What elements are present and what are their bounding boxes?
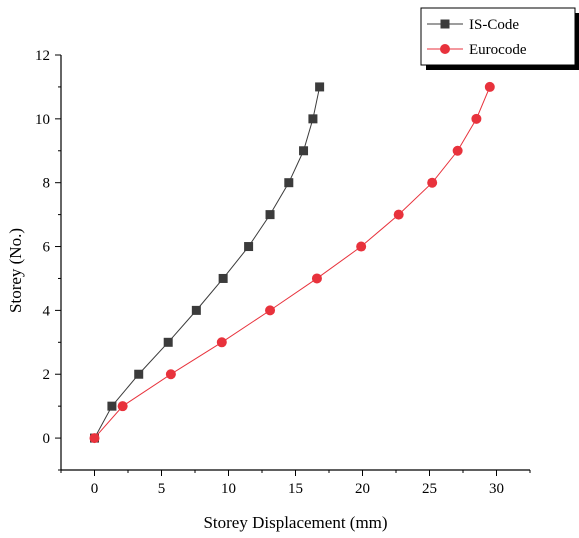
plot-axes: 0 5 10 15 20 25 30 0 2 4 6 8 10 12 [35,48,531,497]
x-tick-label: 10 [221,481,236,497]
x-tick-label: 15 [288,481,303,497]
legend-entry: IS-Code [427,17,519,33]
data-point [89,433,100,444]
x-tick-label: 30 [489,481,504,497]
data-point [134,369,144,379]
data-point [107,401,117,411]
data-point [284,178,294,188]
legend-entry: Eurocode [427,42,527,58]
data-point [299,146,309,156]
y-tick-label: 10 [35,112,50,128]
data-point [244,242,254,252]
data-point [163,337,173,347]
y-tick-label: 6 [43,240,51,256]
x-axis-title: Storey Displacement (mm) [203,513,387,532]
x-tick-label: 0 [91,481,99,497]
data-point [484,81,495,92]
series-line [94,86,321,439]
data-point [393,209,404,220]
data-point [216,337,227,348]
y-axis-title: Storey (No.) [6,228,25,313]
data-point [165,369,176,380]
data-point [356,241,367,252]
legend-label: IS-Code [469,17,519,33]
x-tick-label: 5 [158,481,166,497]
y-tick-label: 0 [43,431,51,447]
data-point [311,273,322,284]
data-point [265,210,275,220]
x-tick-label: 25 [422,481,437,497]
data-point [427,177,438,188]
legend-label: Eurocode [469,42,527,58]
data-point [218,273,228,283]
y-tick-label: 4 [43,303,51,319]
data-point [265,305,276,316]
data-point [191,305,201,315]
legend: IS-Code Eurocode [420,7,579,70]
legend-box [420,7,576,66]
y-tick-label: 2 [43,367,51,383]
data-point [471,113,482,124]
y-tick-label: 12 [35,48,50,64]
y-tick-label: 8 [43,176,51,192]
data-point [315,82,325,92]
series-line [94,86,491,439]
data-point [117,401,128,412]
data-point [308,114,318,124]
data-point [452,145,463,156]
series-1 [89,81,495,444]
x-tick-label: 20 [355,481,370,497]
legend-marker [440,44,450,54]
series-layer [89,81,495,444]
legend-marker [440,19,450,29]
series-0 [90,82,325,443]
